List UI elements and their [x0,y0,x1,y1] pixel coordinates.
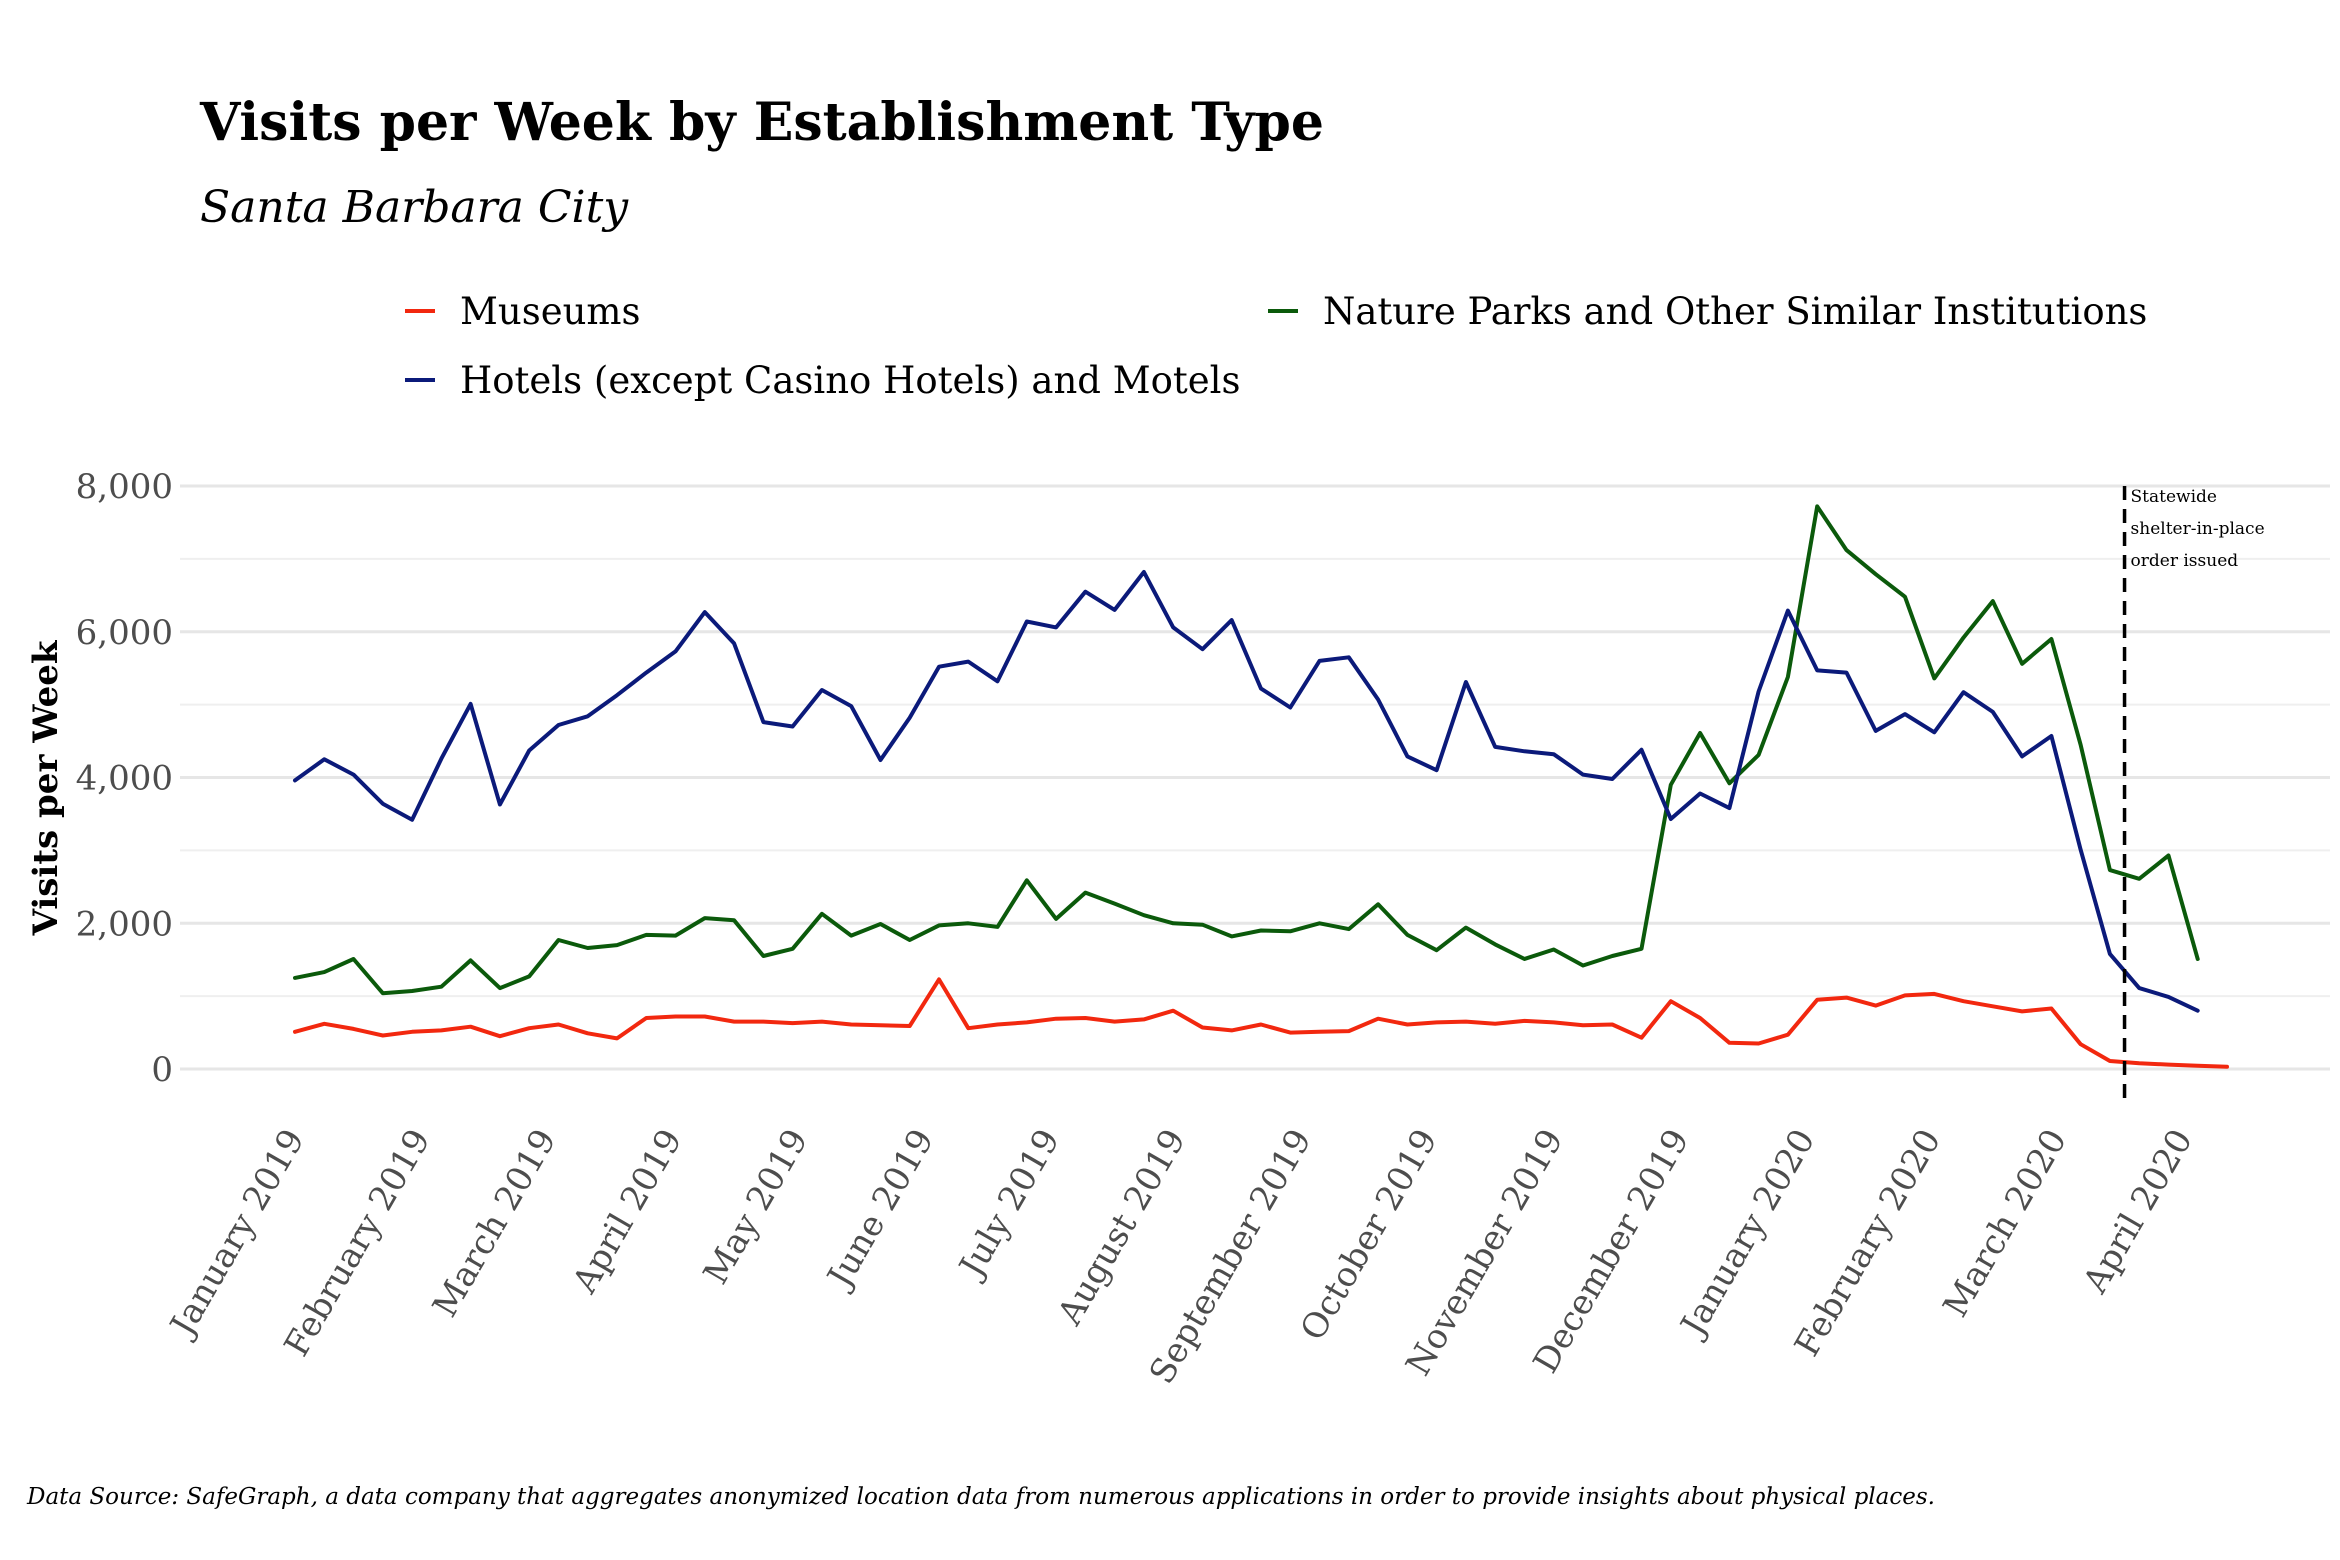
chart-subtitle: Santa Barbara City [200,182,629,233]
y-tick-label: 8,000 [76,467,173,507]
legend: Museums Nature Parks and Other Similar I… [405,290,2147,402]
legend-label-museums: Museums [460,290,641,333]
chart-title: Visits per Week by Establishment Type [199,92,1324,153]
annotation-text-line: Statewide [2131,487,2217,507]
legend-label-hotels: Hotels (except Casino Hotels) and Motels [460,359,1241,402]
y-tick-label: 6,000 [76,613,173,653]
annotation-text-line: shelter-in-place [2131,519,2265,539]
series-lines [293,504,2229,1069]
series-line-nature-parks [293,504,2200,996]
legend-item-museums: Museums [405,290,641,333]
gridlines [180,484,2330,1071]
y-tick-label: 0 [151,1050,173,1090]
y-tick-label: 4,000 [76,759,173,799]
annotation-text-line: order issued [2131,551,2239,571]
legend-item-nature-parks: Nature Parks and Other Similar Instituti… [1268,290,2147,333]
data-source-caption: Data Source: SafeGraph, a data company t… [26,1484,1935,1510]
series-line-museums [293,977,2229,1069]
legend-item-hotels: Hotels (except Casino Hotels) and Motels [405,359,1241,402]
y-tick-label: 2,000 [76,904,173,944]
y-axis-label: Visits per Week [26,639,66,936]
legend-label-nature-parks: Nature Parks and Other Similar Instituti… [1323,290,2147,333]
y-axis-ticks: 0 2,000 4,000 6,000 8,000 [76,467,173,1090]
shelter-in-place-annotation: Statewide shelter-in-place order issued [2122,486,2265,1098]
series-line-hotels [293,570,2200,1013]
